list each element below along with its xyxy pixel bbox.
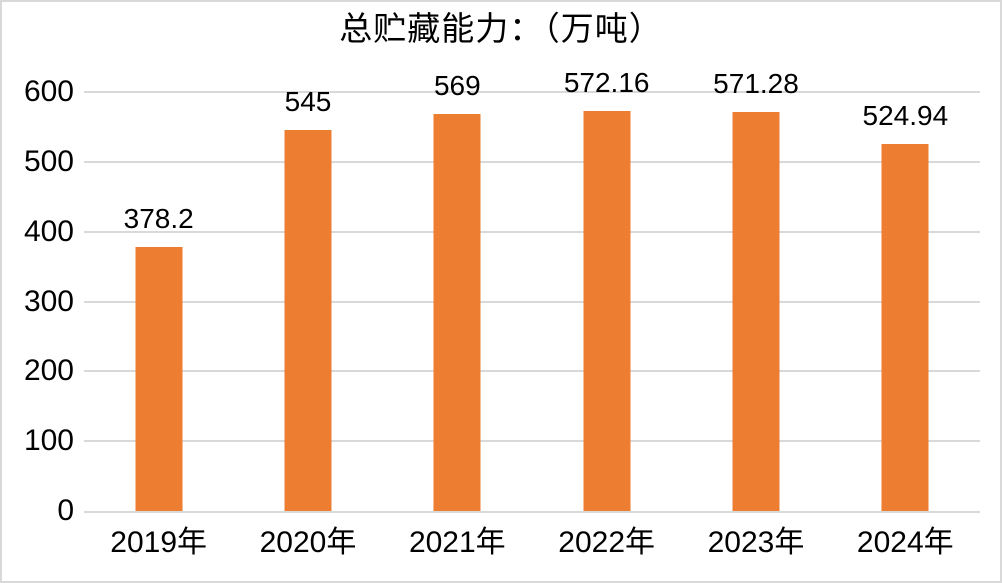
x-axis-category-label: 2021年 (408, 526, 506, 559)
data-label: 524.94 (862, 100, 949, 132)
gridline (84, 300, 980, 303)
y-axis-tick-labels: 0 100 200 300 400 500 600 (2, 77, 74, 526)
data-label: 569 (433, 69, 481, 101)
y-axis-tick-label: 400 (23, 214, 74, 248)
data-label: 545 (284, 86, 332, 118)
y-axis-tick-label: 600 (23, 75, 74, 108)
x-axis-category-label: 2022年 (558, 526, 656, 559)
y-axis-tick-label: 0 (57, 494, 74, 527)
gridline (84, 440, 980, 443)
chart-title: 总贮藏能力：（万吨） (339, 12, 663, 48)
x-axis-category-label: 2019年 (110, 526, 208, 559)
gridline (84, 230, 980, 233)
data-label: 572.16 (563, 67, 650, 99)
bar-2022年 (583, 111, 631, 511)
bar-2023年 (732, 112, 780, 511)
bar-2019年 (135, 246, 183, 511)
y-axis-tick-label: 500 (23, 144, 74, 178)
x-axis-category-labels: 2019年 2020年 2021年 2022年 2023年 2024年 (84, 526, 980, 559)
x-axis-line (84, 511, 980, 513)
x-axis-category-label: 2023年 (707, 526, 805, 559)
bar-2024年 (881, 144, 929, 511)
x-axis-category-label: 2020年 (259, 526, 357, 559)
y-axis-tick-label: 300 (23, 284, 74, 318)
y-axis-tick-label: 200 (23, 354, 74, 388)
bar-2021年 (433, 113, 481, 511)
gridline (84, 160, 980, 163)
data-label: 571.28 (713, 68, 799, 100)
plot-area: 378.2 545 569 572.16 571.28 524.94 (84, 69, 980, 513)
data-label: 378.2 (123, 202, 194, 234)
x-axis-category-label: 2024年 (856, 526, 954, 559)
gridline (84, 91, 980, 93)
bar-2020年 (284, 130, 332, 511)
gridline (84, 370, 980, 373)
y-axis-tick-label: 100 (23, 424, 74, 458)
